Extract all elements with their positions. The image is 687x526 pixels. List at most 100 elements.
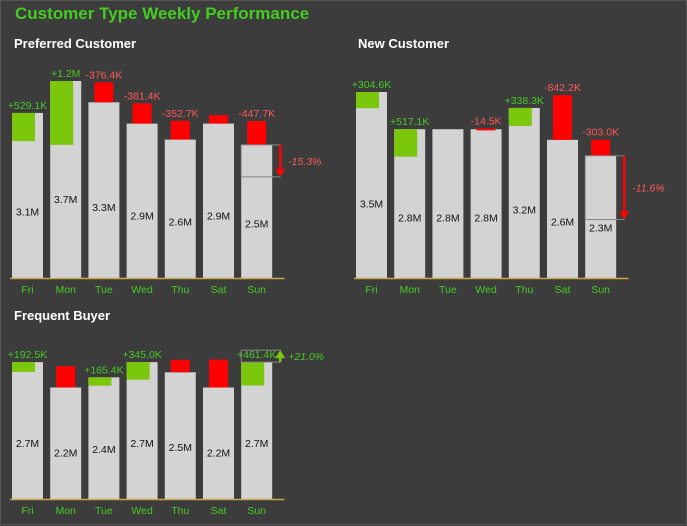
increase-segment bbox=[12, 362, 35, 372]
value-label: 2.6M bbox=[169, 216, 192, 228]
change-label: -376.4K bbox=[86, 69, 123, 81]
bar-tue bbox=[88, 377, 120, 499]
change-label: +165.4K bbox=[84, 364, 123, 376]
change-label: +345.0K bbox=[122, 349, 161, 361]
value-label: 3.5M bbox=[360, 198, 383, 210]
category-label: Fri bbox=[365, 284, 377, 296]
category-label: Sat bbox=[211, 505, 227, 517]
category-label: Fri bbox=[21, 284, 33, 296]
category-label: Mon bbox=[55, 284, 76, 296]
category-label: Tue bbox=[95, 505, 113, 517]
panel-title-new-customer: New Customer bbox=[358, 36, 450, 51]
category-label: Tue bbox=[95, 284, 113, 296]
change-label: +517.1K bbox=[390, 116, 429, 128]
bar-tue bbox=[432, 129, 464, 278]
change-label: -303.0K bbox=[582, 127, 619, 139]
value-label: 2.9M bbox=[130, 210, 153, 222]
increase-segment bbox=[88, 377, 112, 386]
category-label: Sat bbox=[555, 284, 571, 296]
change-label: +461.4K bbox=[237, 349, 276, 361]
category-label: Fri bbox=[21, 505, 33, 517]
decrease-segment bbox=[170, 120, 190, 140]
change-label: -842.2K bbox=[544, 82, 581, 94]
category-label: Thu bbox=[171, 284, 189, 296]
increase-segment bbox=[508, 107, 532, 126]
change-label: +192.5K bbox=[8, 349, 47, 361]
category-label: Wed bbox=[131, 505, 153, 517]
decrease-segment bbox=[209, 359, 228, 388]
increase-segment bbox=[356, 92, 379, 109]
value-label: 2.7M bbox=[245, 438, 268, 450]
bar-wed bbox=[126, 362, 158, 499]
bar-thu bbox=[508, 107, 540, 278]
decrease-segment bbox=[209, 115, 228, 124]
panel-title-frequent-buyer: Frequent Buyer bbox=[14, 308, 111, 323]
variance-arrow-up-icon bbox=[275, 350, 286, 359]
change-label: +338.3K bbox=[505, 95, 544, 107]
bar-thu bbox=[164, 372, 196, 499]
value-label: 2.4M bbox=[92, 444, 115, 456]
bar-mon bbox=[50, 387, 82, 499]
increase-segment bbox=[241, 362, 265, 386]
change-label: +304.6K bbox=[352, 79, 391, 91]
bar-sat bbox=[203, 387, 234, 499]
value-label: 3.3M bbox=[92, 202, 115, 214]
variance-arrow-down-icon bbox=[619, 211, 630, 220]
bar-sun bbox=[585, 155, 617, 278]
increase-segment bbox=[50, 81, 74, 145]
change-label: -352.7K bbox=[162, 108, 199, 120]
value-label: 2.2M bbox=[54, 448, 77, 460]
decrease-segment bbox=[247, 121, 267, 145]
decrease-segment bbox=[94, 82, 114, 103]
category-label: Mon bbox=[55, 505, 76, 517]
variance-label: +21.0% bbox=[288, 351, 324, 363]
decrease-segment bbox=[132, 103, 152, 124]
variance-arrow-down-icon bbox=[275, 168, 286, 177]
change-label: -381.4K bbox=[124, 90, 161, 102]
value-label: 3.1M bbox=[16, 206, 39, 218]
decrease-segment bbox=[476, 128, 496, 131]
change-label: -14.5K bbox=[471, 115, 502, 127]
category-label: Wed bbox=[131, 284, 153, 296]
change-label: +1.2M bbox=[51, 68, 80, 80]
bar-sat bbox=[547, 139, 578, 278]
dashboard-title: Customer Type Weekly Performance bbox=[15, 4, 310, 23]
bar-sat bbox=[203, 123, 234, 278]
category-label: Mon bbox=[399, 284, 420, 296]
value-label: 3.2M bbox=[513, 204, 536, 216]
change-label: -447.7K bbox=[238, 108, 275, 120]
bar-fri bbox=[12, 362, 43, 499]
value-label: 2.7M bbox=[130, 438, 153, 450]
category-label: Wed bbox=[475, 284, 497, 296]
value-label: 2.8M bbox=[474, 212, 497, 224]
value-label: 2.8M bbox=[436, 212, 459, 224]
category-label: Tue bbox=[439, 284, 457, 296]
bar-thu bbox=[164, 139, 196, 278]
bar-sun bbox=[241, 144, 273, 278]
increase-segment bbox=[126, 362, 150, 380]
change-label: +529.1K bbox=[8, 100, 47, 112]
increase-segment bbox=[394, 129, 418, 157]
value-label: 2.3M bbox=[589, 223, 612, 235]
value-label: 2.9M bbox=[207, 210, 230, 222]
bar-wed bbox=[470, 129, 502, 278]
value-label: 2.5M bbox=[245, 218, 268, 230]
decrease-segment bbox=[170, 359, 190, 373]
value-label: 2.5M bbox=[169, 442, 192, 454]
increase-segment bbox=[12, 112, 35, 142]
value-label: 3.7M bbox=[54, 194, 77, 206]
decrease-segment bbox=[553, 95, 572, 140]
value-label: 2.2M bbox=[207, 448, 230, 460]
bar-tue bbox=[88, 102, 120, 278]
value-label: 2.8M bbox=[398, 212, 421, 224]
bar-fri bbox=[356, 92, 387, 278]
value-label: 2.6M bbox=[551, 216, 574, 228]
variance-label: -11.6% bbox=[632, 183, 665, 195]
decrease-segment bbox=[56, 366, 76, 388]
panel-title-preferred-customer: Preferred Customer bbox=[14, 36, 137, 51]
category-label: Sun bbox=[247, 284, 266, 296]
